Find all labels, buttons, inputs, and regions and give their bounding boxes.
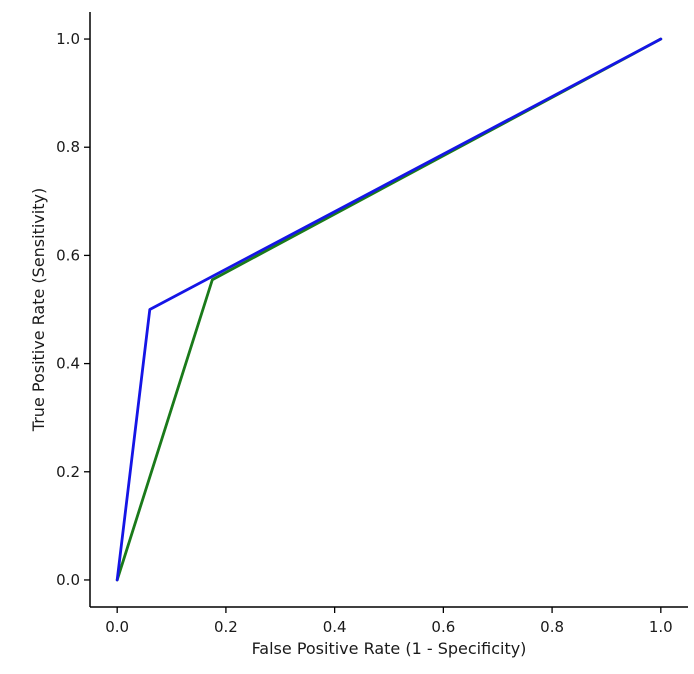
x-tick-label: 0.4: [323, 618, 347, 636]
y-tick-label: 0.0: [56, 571, 80, 589]
x-tick-label: 1.0: [649, 618, 673, 636]
x-axis-label: False Positive Rate (1 - Specificity): [252, 639, 527, 658]
y-tick-label: 0.2: [56, 463, 80, 481]
y-tick-label: 0.6: [56, 246, 80, 264]
x-axis-ticks: 0.0 0.2 0.4 0.6 0.8 1.0: [105, 607, 673, 636]
axes: [89, 12, 688, 608]
y-tick-label: 1.0: [56, 30, 80, 48]
y-axis-label: True Positive Rate (Sensitivity): [29, 188, 48, 432]
roc-curve-1: [115, 37, 663, 582]
y-axis-ticks: 0.0 0.2 0.4 0.6 0.8 1.0: [56, 30, 90, 589]
y-tick-label: 0.4: [56, 355, 80, 373]
x-tick-label: 0.0: [105, 618, 129, 636]
roc-curve-2: [115, 37, 663, 582]
x-tick-label: 0.6: [431, 618, 455, 636]
x-tick-label: 0.8: [540, 618, 564, 636]
x-tick-label: 0.2: [214, 618, 238, 636]
series-lines: [115, 37, 663, 582]
y-tick-label: 0.8: [56, 138, 80, 156]
